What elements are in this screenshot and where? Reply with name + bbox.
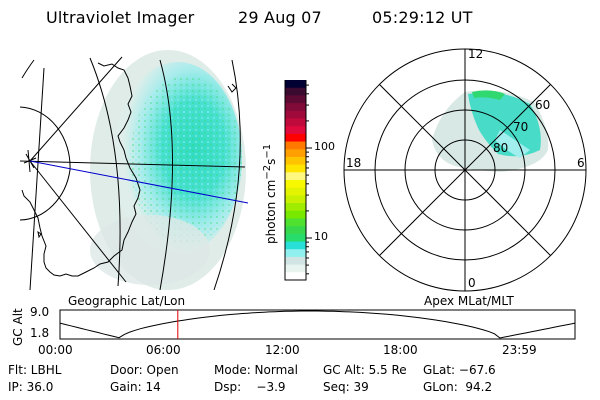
info-filter: Flt: LBHL bbox=[8, 363, 62, 377]
colorbar-tick-10: 10 bbox=[314, 230, 328, 243]
colorbar-swatch bbox=[285, 172, 306, 181]
colorbar bbox=[284, 80, 307, 281]
colorbar-ticks bbox=[306, 84, 312, 275]
altitude-plot bbox=[59, 309, 576, 340]
colorbar-unit-label: photon cm−2s−1 bbox=[262, 143, 278, 244]
colorbar-swatch bbox=[285, 241, 306, 250]
colorbar-swatch bbox=[285, 203, 306, 212]
mlat-label-80: 80 bbox=[493, 141, 509, 155]
info-dsp: Dsp: −3.9 bbox=[214, 380, 286, 394]
colorbar-swatch bbox=[285, 180, 306, 189]
colorbar-swatch bbox=[285, 110, 306, 119]
polar-ring-80 bbox=[434, 139, 496, 201]
colorbar-swatch bbox=[285, 149, 306, 158]
x-tick-0000: 00:00 bbox=[38, 343, 73, 357]
altitude-max-label: 9.0 bbox=[30, 305, 50, 319]
x-tick-0600: 06:00 bbox=[146, 343, 181, 357]
colorbar-swatch bbox=[285, 80, 306, 89]
info-door: Door: Open bbox=[110, 363, 179, 377]
info-gc-alt: GC Alt: 5.5 Re bbox=[323, 363, 407, 377]
polar-aurora-emission bbox=[432, 90, 549, 172]
x-tick-1800: 18:00 bbox=[383, 343, 418, 357]
geographic-map bbox=[19, 50, 249, 290]
x-tick-2359: 23:59 bbox=[502, 343, 537, 357]
colorbar-swatch bbox=[285, 95, 306, 104]
colorbar-swatch bbox=[285, 226, 306, 235]
colorbar-swatch bbox=[285, 218, 306, 227]
polar-plot bbox=[343, 48, 587, 292]
date-label: 29 Aug 07 bbox=[238, 8, 322, 27]
colorbar-swatch bbox=[285, 249, 306, 258]
colorbar-swatch bbox=[285, 103, 306, 112]
coastline bbox=[21, 62, 141, 277]
mlat-label-70: 70 bbox=[513, 120, 529, 134]
colorbar-swatch bbox=[285, 118, 306, 127]
altitude-y-label: GC Alt bbox=[11, 308, 25, 346]
colorbar-swatch bbox=[285, 141, 306, 150]
altitude-plot-frame bbox=[59, 309, 576, 340]
polar-ring-60 bbox=[374, 79, 556, 261]
colorbar-tick-100: 100 bbox=[314, 140, 335, 153]
polar-panel-label: Apex MLat/MLT bbox=[424, 294, 514, 308]
mlat-label-60: 60 bbox=[535, 98, 551, 112]
colorbar-swatch bbox=[285, 187, 306, 196]
altitude-min-label: 1.8 bbox=[30, 326, 50, 340]
colorbar-swatch bbox=[285, 195, 306, 204]
colorbar-frame bbox=[284, 80, 307, 281]
geographic-panel-label: Geographic Lat/Lon bbox=[68, 294, 186, 308]
footprint-line bbox=[29, 160, 249, 204]
info-glon: GLon: 94.2 bbox=[423, 380, 493, 394]
colorbar-swatch bbox=[285, 126, 306, 135]
colorbar-swatch bbox=[285, 156, 306, 166]
lat-lon-grid bbox=[19, 56, 246, 290]
info-seq: Seq: 39 bbox=[323, 380, 369, 394]
time-label: 05:29:12 UT bbox=[372, 8, 473, 27]
x-tick-1200: 12:00 bbox=[265, 343, 300, 357]
colorbar-swatch bbox=[285, 133, 306, 143]
colorbar-swatch bbox=[285, 164, 306, 173]
mlt-label-12: 12 bbox=[468, 47, 484, 61]
info-mode: Mode: Normal bbox=[214, 363, 298, 377]
mlt-label-0: 0 bbox=[468, 276, 476, 290]
colorbar-swatch bbox=[285, 233, 306, 243]
colorbar-swatch bbox=[285, 256, 306, 266]
colorbar-swatch bbox=[285, 210, 306, 219]
instrument-title: Ultraviolet Imager bbox=[46, 8, 195, 27]
colorbar-swatch bbox=[285, 87, 306, 96]
altitude-curve bbox=[59, 310, 576, 339]
info-ip: IP: 36.0 bbox=[8, 380, 54, 394]
colorbar-swatch bbox=[285, 264, 306, 273]
colorbar-swatch bbox=[285, 272, 306, 281]
polar-ring-70 bbox=[404, 109, 526, 231]
info-gain: Gain: 14 bbox=[110, 380, 161, 394]
polar-ring-outer bbox=[343, 48, 587, 292]
mlt-label-6: 6 bbox=[577, 156, 585, 170]
mlt-label-18: 18 bbox=[346, 156, 362, 170]
info-glat: GLat: −67.6 bbox=[423, 363, 496, 377]
